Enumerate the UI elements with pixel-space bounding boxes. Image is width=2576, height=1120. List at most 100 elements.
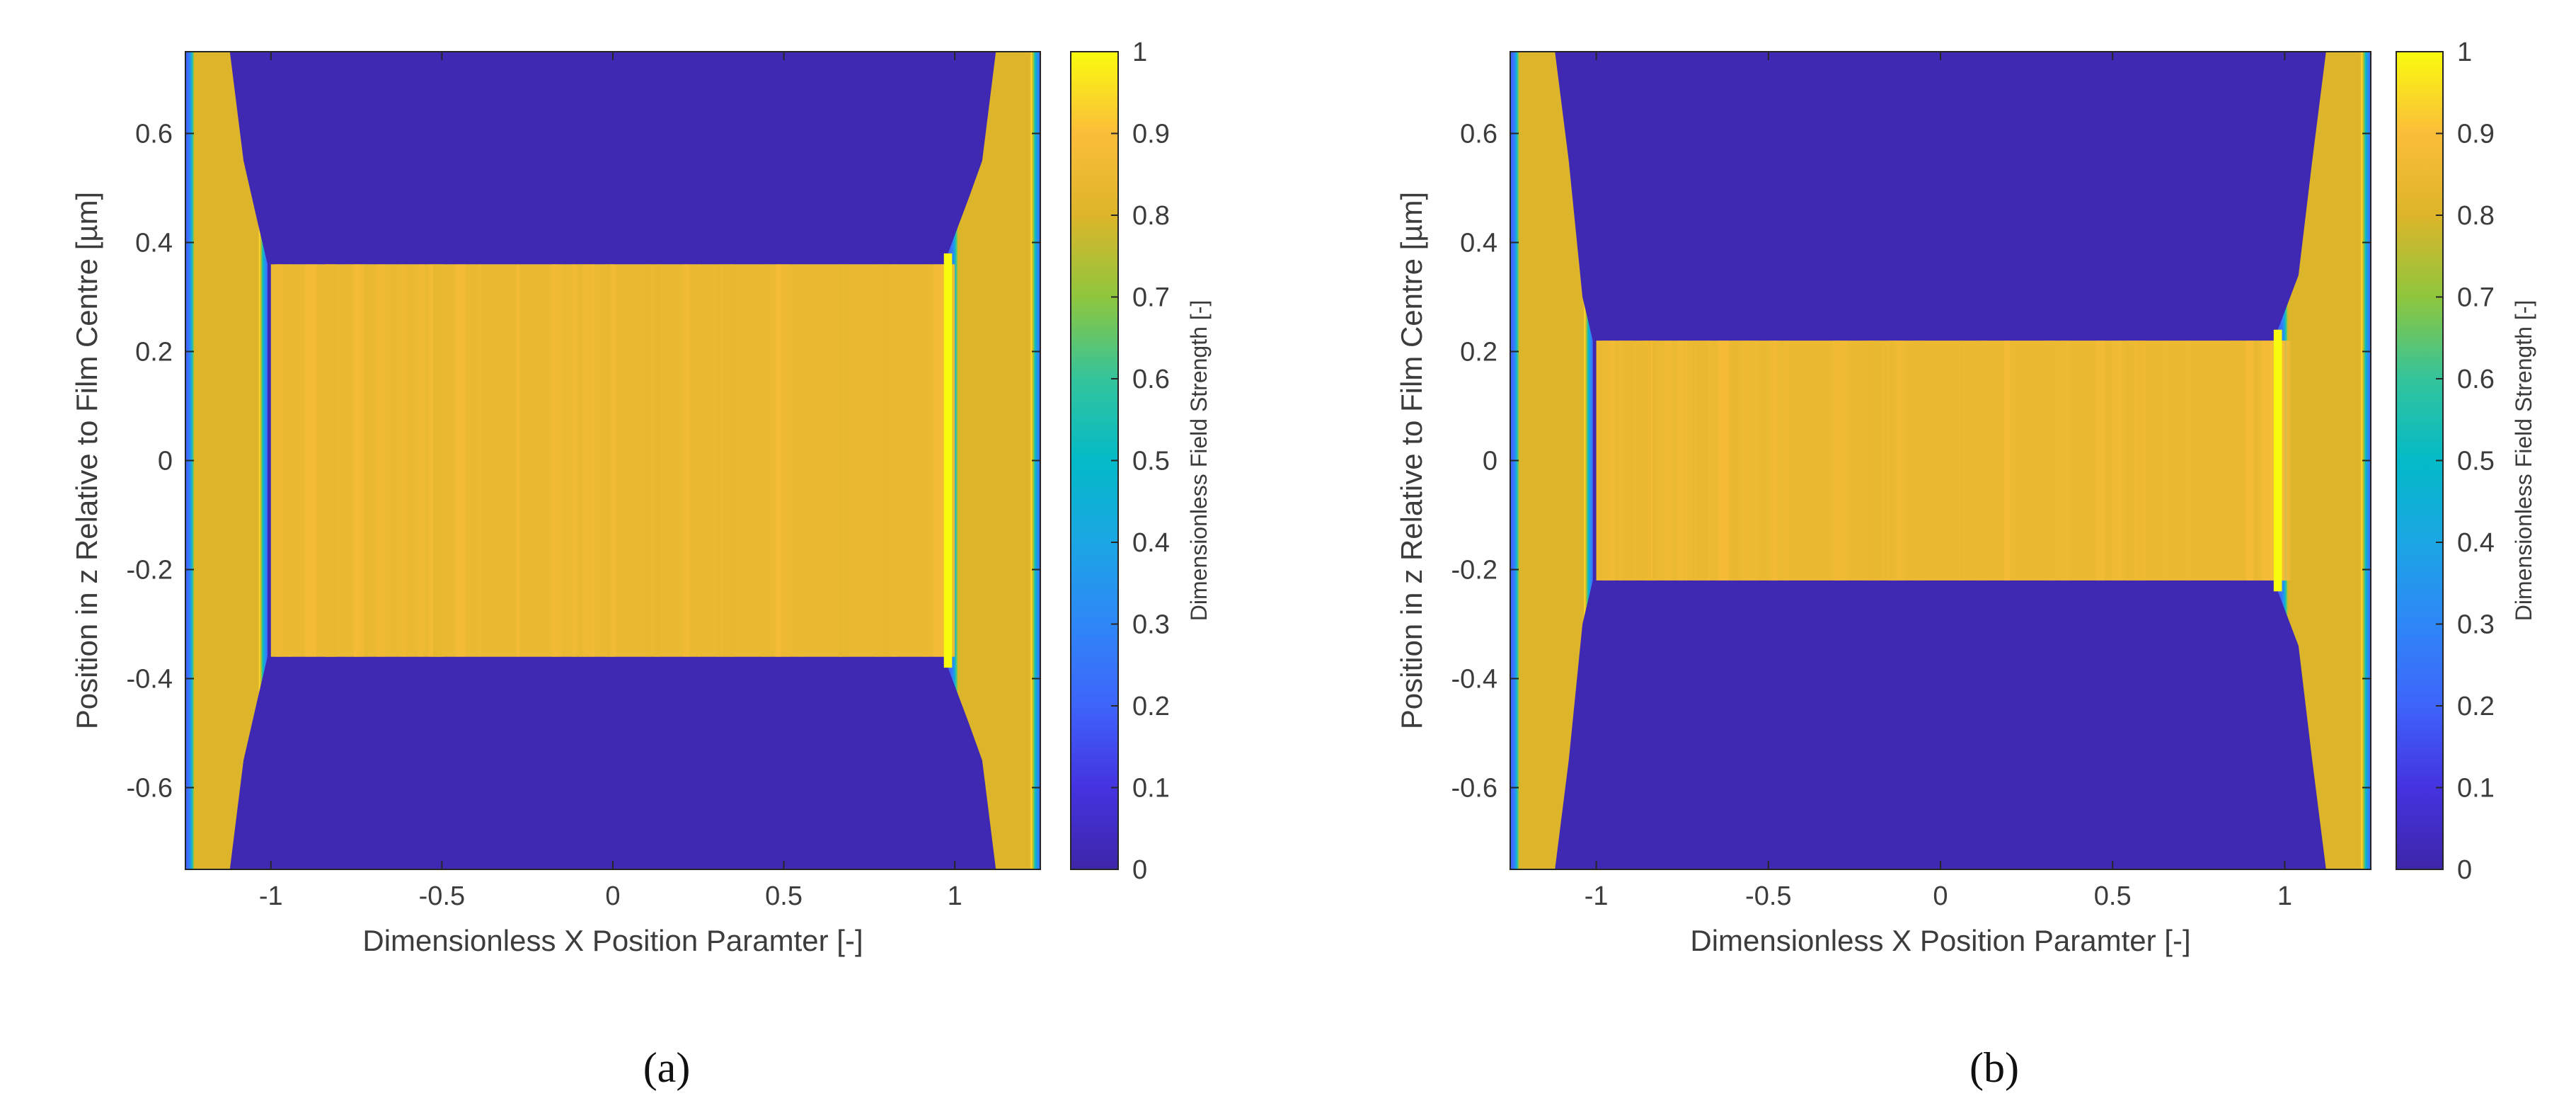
film-striation xyxy=(1734,341,1738,581)
panel-label-a: (a) xyxy=(643,1044,691,1091)
film-striation xyxy=(654,264,661,657)
film-striation xyxy=(327,264,330,657)
colorbar-title: Dimensionless Field Strength [-] xyxy=(1186,300,1212,622)
film-striation xyxy=(428,264,434,657)
x-axis-title: Dimensionless X Position Paramter [-] xyxy=(362,924,863,957)
x-tick-label: 0.5 xyxy=(765,881,803,911)
colorbar-tick-label: 0.8 xyxy=(1132,201,1170,231)
colorbar-tick-label: 1 xyxy=(1132,38,1147,67)
film-striation xyxy=(553,264,562,657)
film-striation xyxy=(571,264,577,657)
film-striation xyxy=(717,264,721,657)
edge-peak xyxy=(2273,329,2282,592)
y-axis-title: Position in z Relative to Film Centre [µ… xyxy=(1395,192,1428,729)
panel-label-b-text: (b) xyxy=(1970,1044,2019,1091)
y-tick-label: 0.4 xyxy=(1460,229,1497,258)
panel-label-b: (b) xyxy=(1970,1044,2019,1091)
colorbar-tick-label: 0.2 xyxy=(2457,692,2495,721)
y-tick-label: 0.6 xyxy=(135,120,173,149)
film-striation xyxy=(1677,341,1684,581)
film-striation xyxy=(1732,341,1735,581)
film-striation xyxy=(400,264,407,657)
x-tick-label: -1 xyxy=(1585,881,1609,911)
film-striation xyxy=(2004,341,2011,581)
film-striation xyxy=(1862,341,1873,581)
x-tick-label: -1 xyxy=(259,881,283,911)
film-striation xyxy=(582,264,594,657)
y-tick-label: -0.4 xyxy=(1451,665,1497,695)
film-striation xyxy=(720,264,723,657)
y-axis-title: Position in z Relative to Film Centre [µ… xyxy=(70,192,103,729)
y-tick-label: 0 xyxy=(1483,447,1497,476)
film-striation xyxy=(604,264,608,657)
colorbar xyxy=(1070,51,1119,870)
film-striation xyxy=(517,264,519,657)
film-striation xyxy=(1602,341,1609,581)
film-striation xyxy=(2255,341,2258,581)
colorbar-tick-label: 0.1 xyxy=(1132,774,1170,804)
film-striation xyxy=(2059,341,2070,581)
film-striation xyxy=(1686,341,1688,581)
x-axis-title: Dimensionless X Position Paramter [-] xyxy=(1690,924,2190,957)
film-striation xyxy=(782,264,790,657)
heatmap-panel: -1 -0.5 0 0.5 1 -0.6 -0.4 -0.2 0 0.2 0.4 0.6 Dimensi… xyxy=(70,38,1212,957)
colorbar-tick-label: 0.3 xyxy=(2457,610,2495,640)
film-striation xyxy=(478,264,481,657)
y-tick-label: 0.2 xyxy=(135,338,173,367)
film-striation xyxy=(883,264,889,657)
film-striation xyxy=(609,264,611,657)
colorbar-tick-label: 0.9 xyxy=(1132,120,1170,149)
film-striation xyxy=(2136,341,2144,581)
film-striation xyxy=(1623,341,1633,581)
colorbar-tick-label: 0.6 xyxy=(2457,365,2495,394)
colorbar-tick-label: 1 xyxy=(2457,38,2472,67)
film-striation xyxy=(456,264,466,657)
panels-container: -1 -0.5 0 0.5 1 -0.6 -0.4 -0.2 0 0.2 0.4 0.6 Dimensi… xyxy=(70,38,2536,957)
y-tick-label: -0.2 xyxy=(1451,556,1497,585)
colorbar-tick-label: 0.3 xyxy=(1132,610,1170,640)
colorbar-tick-label: 0.8 xyxy=(2457,201,2495,231)
edge-field-left xyxy=(185,52,268,869)
film-striation xyxy=(353,264,364,657)
colorbar-tick-label: 0.6 xyxy=(1132,365,1170,394)
film-striation xyxy=(1914,341,1924,581)
film-striation xyxy=(1652,341,1656,581)
x-tick-label: 1 xyxy=(2277,881,2292,911)
film-striation xyxy=(1707,341,1710,581)
film-striation xyxy=(1835,341,1847,581)
film-striation xyxy=(418,264,424,657)
x-tick-label: -0.5 xyxy=(419,881,465,911)
film-striation xyxy=(579,264,586,657)
colorbar-tick-label: 0.7 xyxy=(2457,283,2495,313)
y-tick-label: 0.6 xyxy=(1460,120,1497,149)
film-striation xyxy=(1718,341,1729,581)
film-striation xyxy=(776,264,782,657)
film-striation xyxy=(432,264,442,657)
film-striation xyxy=(1747,341,1759,581)
film-striation xyxy=(933,264,945,657)
film-striation xyxy=(1693,341,1700,581)
edge-field-right xyxy=(948,52,1040,869)
film-striation xyxy=(1697,341,1709,581)
film-striation xyxy=(2112,341,2123,581)
film-striation xyxy=(287,264,293,657)
edge-field-right xyxy=(2277,52,2371,869)
film-striation xyxy=(1879,341,1881,581)
film-striation xyxy=(2095,341,2105,581)
y-tick-label: 0.4 xyxy=(135,229,173,258)
film-striation xyxy=(924,264,930,657)
film-striation xyxy=(276,264,287,657)
heatmap-panel: -1 -0.5 0 0.5 1 -0.6 -0.4 -0.2 0 0.2 0.4 0.6 Dimensi… xyxy=(1395,38,2536,957)
x-tick-label: 0.5 xyxy=(2094,881,2132,911)
colorbar-tick-label: 0.5 xyxy=(2457,447,2495,476)
colorbar-tick-label: 0 xyxy=(1132,855,1147,885)
film-striation xyxy=(2127,341,2137,581)
film-striation xyxy=(761,264,770,657)
film-striation xyxy=(1889,341,1898,581)
colorbar-tick-label: 0.7 xyxy=(1132,283,1170,313)
film-striation xyxy=(345,264,352,657)
colorbar-tick-label: 0.5 xyxy=(1132,447,1170,476)
heatmap-image xyxy=(1510,52,2371,869)
y-tick-label: -0.6 xyxy=(1451,774,1497,804)
panel-label-a-text: (a) xyxy=(643,1044,691,1091)
